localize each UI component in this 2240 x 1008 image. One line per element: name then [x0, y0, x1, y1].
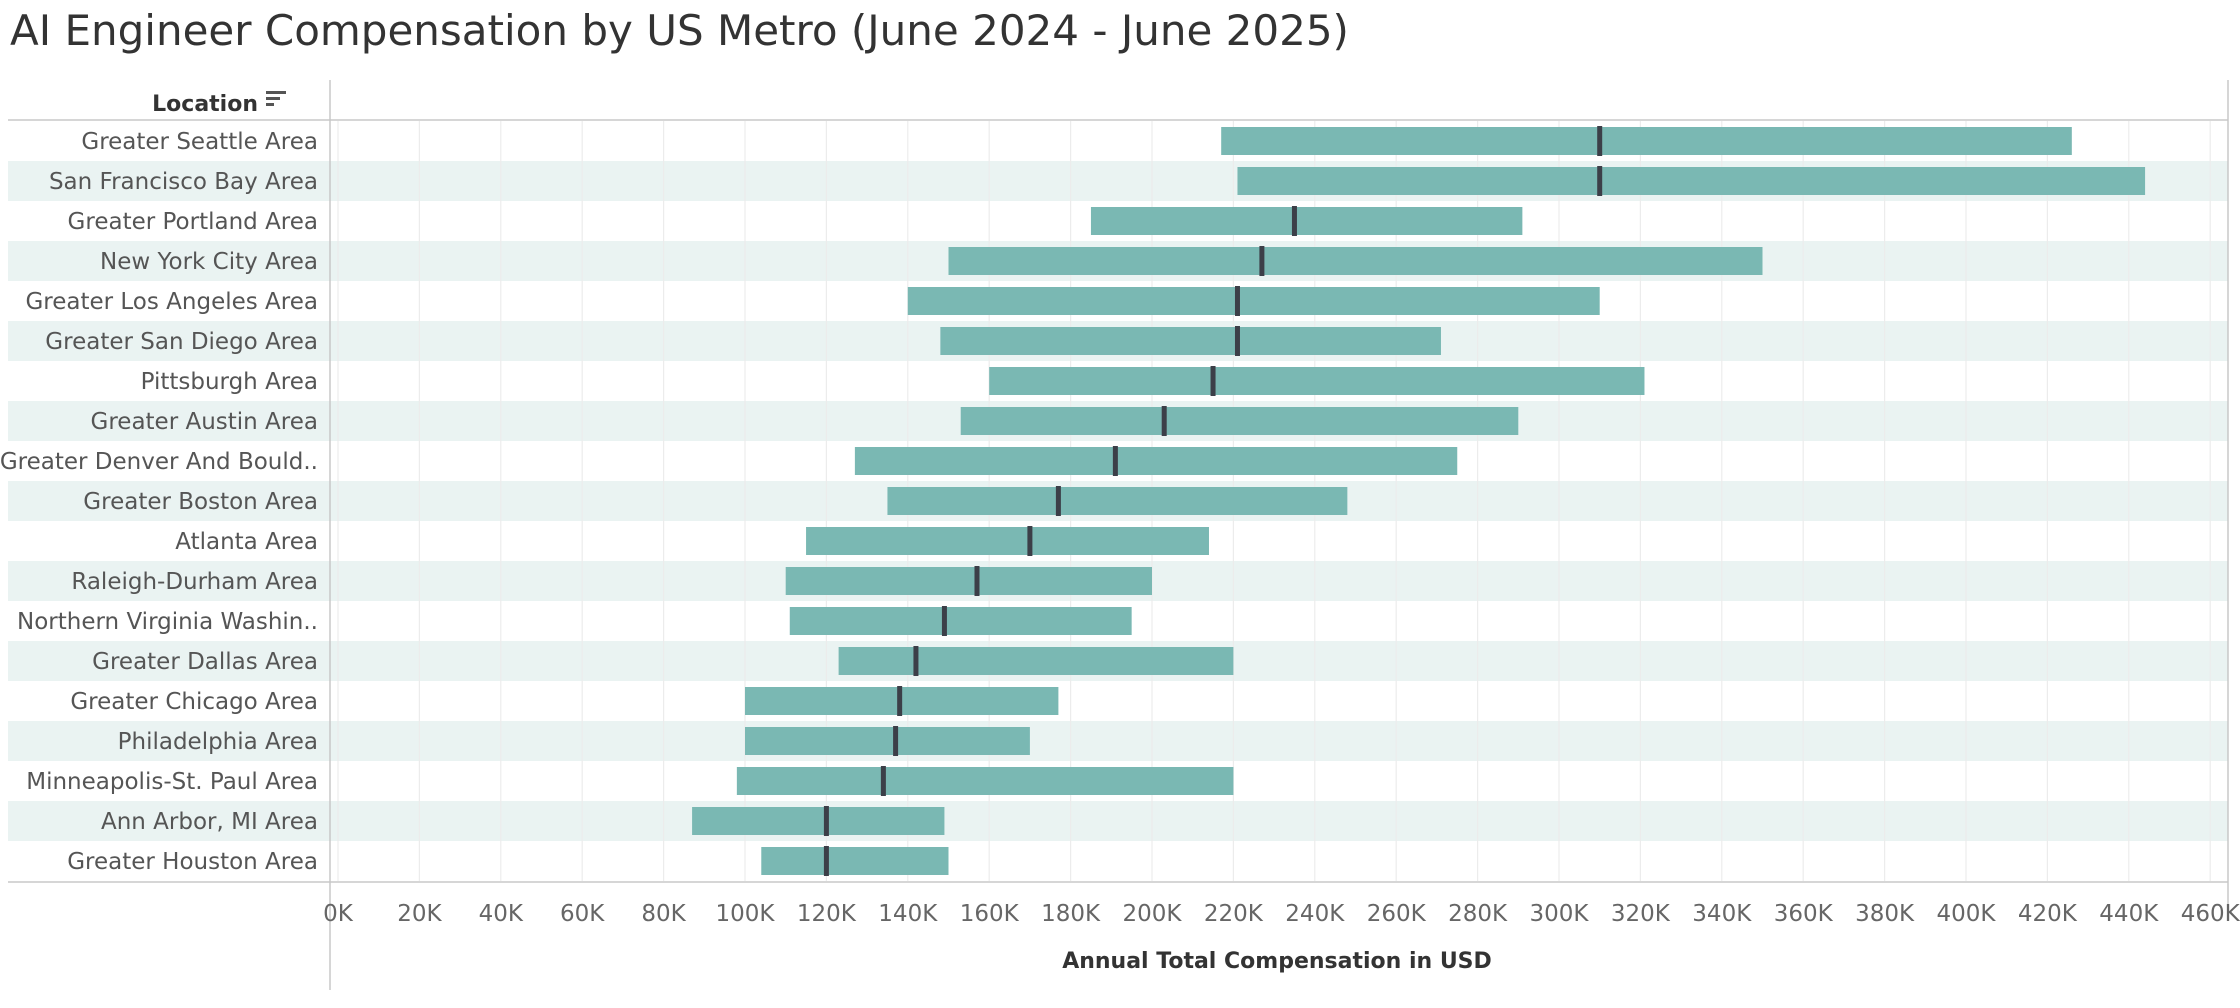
x-tick-labels: 0K 20K 40K 60K 80K 100K 120K 140K 160K 180K 200K 22… — [323, 901, 2240, 927]
row-label: Greater Portland Area — [68, 209, 318, 235]
x-tick-label: 440K — [2099, 901, 2159, 927]
median-marker[interactable] — [1210, 366, 1216, 396]
x-tick-label: 0K — [323, 901, 354, 927]
sort-icon-bar — [266, 103, 274, 106]
median-markers — [823, 126, 1603, 876]
axis-lines — [8, 80, 2229, 990]
range-bars — [692, 127, 2146, 875]
row-label: Greater Chicago Area — [70, 689, 318, 715]
median-marker[interactable] — [823, 806, 829, 836]
row-label: Greater San Diego Area — [45, 329, 318, 355]
range-bar[interactable] — [736, 767, 1234, 795]
x-tick-label: 400K — [1937, 901, 1997, 927]
median-marker[interactable] — [941, 606, 947, 636]
x-tick-label: 340K — [1692, 901, 1752, 927]
median-marker[interactable] — [893, 726, 899, 756]
range-bar[interactable] — [785, 567, 1152, 595]
row-label: Pittsburgh Area — [141, 369, 318, 395]
row-label: Northern Virginia Washin.. — [17, 609, 318, 635]
median-marker[interactable] — [1597, 126, 1603, 156]
sort-icon-bar — [266, 97, 280, 100]
x-tick-label: 160K — [960, 901, 1020, 927]
range-bar[interactable] — [989, 367, 1645, 395]
x-tick-label: 20K — [397, 901, 442, 927]
median-marker[interactable] — [880, 766, 886, 796]
range-bar[interactable] — [1221, 127, 2072, 155]
x-tick-label: 460K — [2181, 901, 2240, 927]
row-label: Greater Boston Area — [83, 489, 318, 515]
x-tick-label: 360K — [1774, 901, 1834, 927]
row-label: Greater Los Angeles Area — [25, 289, 318, 315]
row-label: Raleigh-Durham Area — [71, 569, 318, 595]
x-tick-label: 100K — [716, 901, 776, 927]
x-tick-label: 60K — [560, 901, 605, 927]
sort-icon-bar — [266, 91, 286, 94]
row-band — [8, 801, 2228, 841]
range-bar[interactable] — [854, 447, 1458, 475]
x-tick-label: 420K — [2018, 901, 2078, 927]
row-labels: Greater Seattle Area San Francisco Bay Ar… — [0, 129, 318, 875]
row-label: Atlanta Area — [175, 529, 318, 555]
x-tick-label: 240K — [1285, 901, 1345, 927]
x-tick-label: 280K — [1448, 901, 1508, 927]
x-axis-title: Annual Total Compensation in USD — [1062, 949, 1492, 974]
x-tick-label: 260K — [1367, 901, 1427, 927]
range-bar[interactable] — [1237, 167, 2146, 195]
x-tick-label: 300K — [1530, 901, 1590, 927]
median-marker[interactable] — [897, 686, 903, 716]
row-label: Greater Houston Area — [67, 849, 318, 875]
x-tick-label: 380K — [1855, 901, 1915, 927]
row-label: Ann Arbor, MI Area — [101, 809, 318, 835]
x-tick-label: 140K — [878, 901, 938, 927]
median-marker[interactable] — [1161, 406, 1167, 436]
range-bar[interactable] — [887, 487, 1348, 515]
median-marker[interactable] — [1234, 286, 1240, 316]
x-tick-label: 80K — [641, 901, 686, 927]
median-marker[interactable] — [1055, 486, 1061, 516]
median-marker[interactable] — [1027, 526, 1033, 556]
median-marker[interactable] — [1234, 326, 1240, 356]
sort-descending-icon[interactable] — [266, 91, 286, 106]
median-marker[interactable] — [1112, 446, 1118, 476]
x-tick-label: 320K — [1611, 901, 1671, 927]
range-bar[interactable] — [692, 807, 945, 835]
row-label: San Francisco Bay Area — [49, 169, 318, 195]
range-bar[interactable] — [745, 727, 1030, 755]
range-bar[interactable] — [907, 287, 1600, 315]
median-marker[interactable] — [823, 846, 829, 876]
range-bar[interactable] — [948, 247, 1763, 275]
row-band — [8, 721, 2228, 761]
row-label: Greater Dallas Area — [92, 649, 318, 675]
x-tick-label: 200K — [1123, 901, 1183, 927]
x-tick-label: 40K — [479, 901, 524, 927]
row-label: Greater Austin Area — [91, 409, 318, 435]
range-bar[interactable] — [1090, 207, 1523, 235]
x-tick-label: 220K — [1204, 901, 1264, 927]
range-bar[interactable] — [940, 327, 1441, 355]
range-bar[interactable] — [960, 407, 1519, 435]
range-bar[interactable] — [806, 527, 1209, 555]
x-tick-label: 120K — [797, 901, 857, 927]
x-tick-label: 180K — [1041, 901, 1101, 927]
median-marker[interactable] — [1597, 166, 1603, 196]
median-marker[interactable] — [1291, 206, 1297, 236]
row-label: Greater Seattle Area — [81, 129, 318, 155]
median-marker[interactable] — [1259, 246, 1265, 276]
row-label: Philadelphia Area — [118, 729, 318, 755]
location-header[interactable]: Location — [152, 92, 258, 117]
chart-title: AI Engineer Compensation by US Metro (Ju… — [10, 6, 1349, 55]
row-label: New York City Area — [100, 249, 318, 275]
range-bar[interactable] — [761, 847, 949, 875]
median-marker[interactable] — [913, 646, 919, 676]
median-marker[interactable] — [974, 566, 980, 596]
range-bar[interactable] — [789, 607, 1132, 635]
range-bar[interactable] — [838, 647, 1234, 675]
row-label: Greater Denver And Bould.. — [0, 449, 318, 475]
row-label: Minneapolis-St. Paul Area — [26, 769, 318, 795]
